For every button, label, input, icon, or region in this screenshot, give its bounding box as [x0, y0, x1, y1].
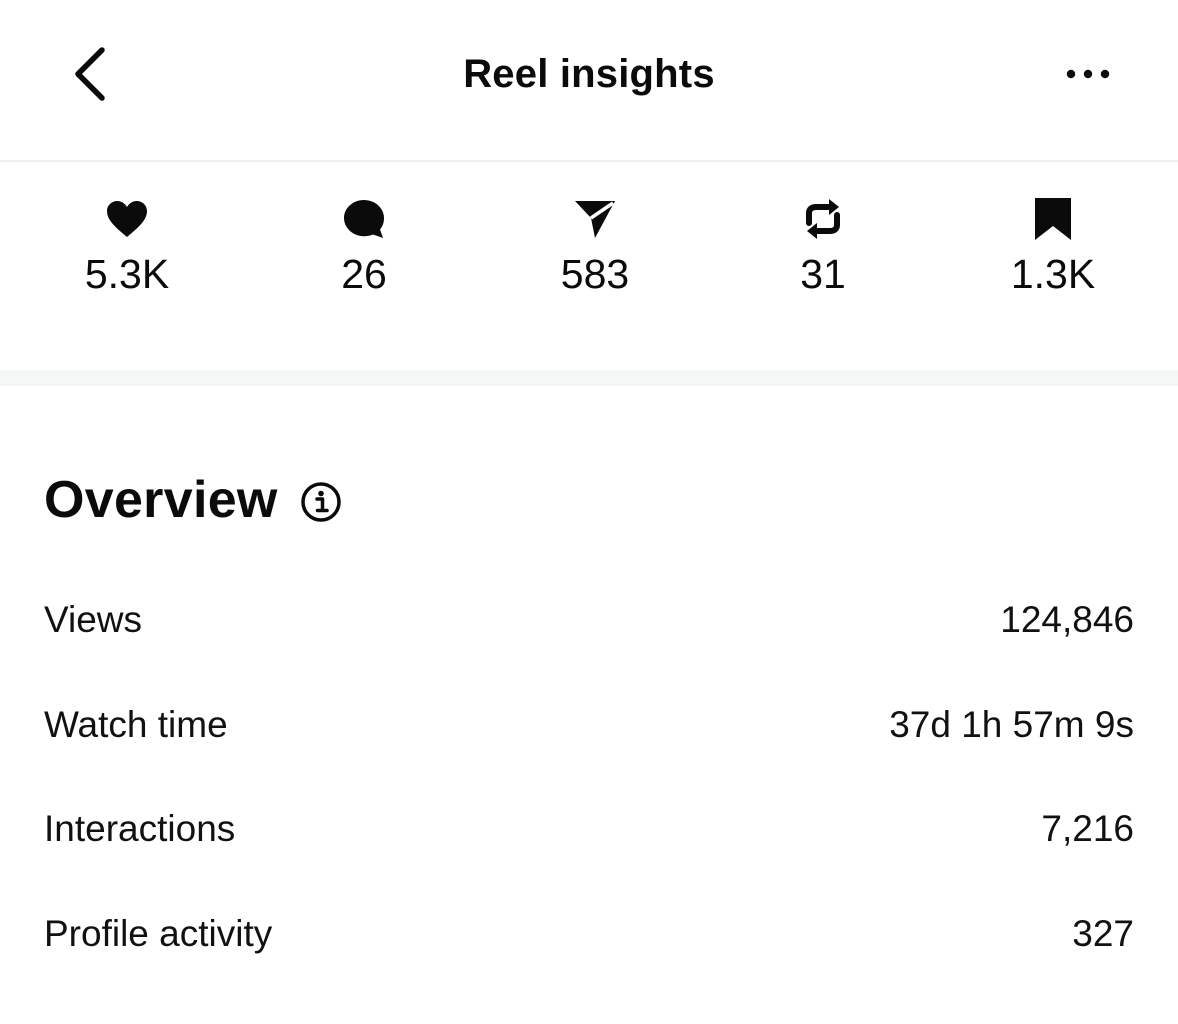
engagement-stats: 5.3K 26 583 31 — [0, 162, 1178, 370]
saves-stat[interactable]: 1.3K — [973, 194, 1133, 295]
section-divider — [0, 370, 1178, 386]
metric-value: 124,846 — [1000, 599, 1134, 640]
metric-row-profile-activity[interactable]: Profile activity 327 — [44, 899, 1134, 1004]
metric-label: Profile activity — [44, 912, 273, 954]
comment-icon — [342, 194, 386, 244]
share-icon — [573, 194, 617, 244]
page-title: Reel insights — [463, 52, 715, 96]
repost-icon — [803, 194, 843, 244]
more-horizontal-icon — [1066, 67, 1110, 85]
metric-label: Interactions — [44, 808, 236, 849]
metric-row-interactions[interactable]: Interactions 7,216 — [44, 794, 1134, 899]
comments-stat[interactable]: 26 — [284, 194, 444, 295]
metric-row-views[interactable]: Views 124,846 — [44, 585, 1134, 690]
metric-value: 7,216 — [1041, 808, 1134, 849]
shares-count: 583 — [560, 251, 630, 297]
bookmark-icon — [1033, 194, 1073, 244]
metric-value: 327 — [1072, 912, 1134, 954]
saves-count: 1.3K — [1010, 251, 1096, 297]
metric-label: Views — [44, 599, 143, 640]
comments-count: 26 — [341, 251, 387, 297]
top-bar: Reel insights — [0, 0, 1178, 162]
overview-metrics: Views 124,846 Watch time 37d 1h 57m 9s I… — [44, 585, 1134, 1003]
metric-row-watch-time[interactable]: Watch time 37d 1h 57m 9s — [44, 690, 1134, 795]
shares-stat[interactable]: 583 — [515, 194, 675, 295]
info-icon[interactable] — [300, 481, 342, 523]
heart-icon — [105, 194, 149, 244]
chevron-left-icon — [70, 46, 110, 107]
reposts-stat[interactable]: 31 — [743, 194, 903, 295]
metric-label: Watch time — [44, 703, 228, 745]
reposts-count: 31 — [800, 251, 846, 297]
likes-count: 5.3K — [84, 251, 170, 297]
overview-title: Overview — [44, 471, 278, 529]
likes-stat[interactable]: 5.3K — [47, 194, 207, 295]
overview-header: Overview — [44, 470, 342, 530]
more-options-button[interactable] — [1058, 52, 1118, 100]
back-button[interactable] — [60, 44, 120, 108]
metric-value: 37d 1h 57m 9s — [889, 703, 1134, 745]
